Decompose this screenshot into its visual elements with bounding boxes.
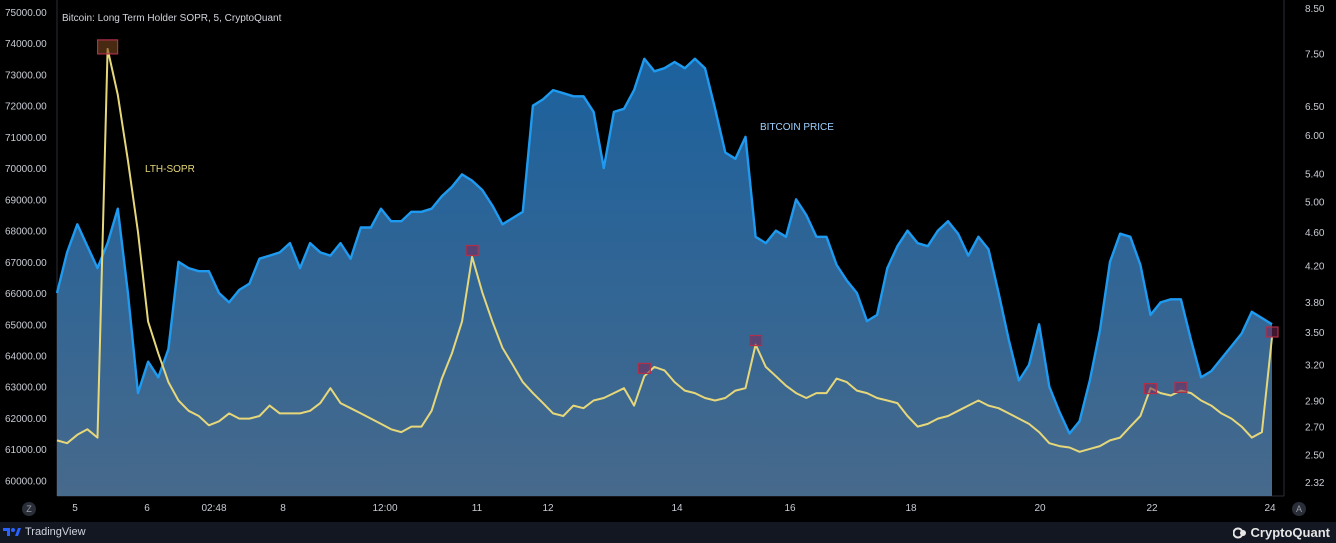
y-right-tick-label: 7.50 bbox=[1305, 50, 1325, 61]
y-axis-right: 8.50 7.50 6.50 6.00 5.40 5.00 4.60 4.20 3.80 3.50… bbox=[1305, 4, 1325, 489]
price-series-label: BITCOIN PRICE bbox=[760, 122, 834, 133]
sopr-series-label: LTH-SOPR bbox=[145, 164, 195, 175]
x-tick-label: 14 bbox=[671, 503, 683, 514]
y-right-tick-label: 3.20 bbox=[1305, 361, 1325, 372]
x-tick-label: 22 bbox=[1146, 503, 1158, 514]
x-tick-label: 12 bbox=[542, 503, 554, 514]
x-tick-label: 20 bbox=[1034, 503, 1046, 514]
x-tick-label: 24 bbox=[1264, 503, 1276, 514]
cryptoquant-logo-icon bbox=[1232, 527, 1246, 538]
peak-marker bbox=[1174, 381, 1188, 393]
x-tick-label: 18 bbox=[905, 503, 917, 514]
y-right-tick-label: 4.60 bbox=[1305, 228, 1325, 239]
x-tick-label: 16 bbox=[784, 503, 796, 514]
y-right-tick-label: 8.50 bbox=[1305, 4, 1325, 15]
x-tick-label: 02:48 bbox=[201, 503, 226, 514]
cryptoquant-label: CryptoQuant bbox=[1250, 525, 1330, 540]
peak-markers bbox=[96, 39, 1279, 395]
peak-marker bbox=[465, 244, 479, 257]
y-left-tick-label: 62000.00 bbox=[5, 414, 47, 425]
x-axis: 5 6 02:48 8 12:00 11 12 14 16 18 20 22 24 bbox=[72, 503, 1276, 514]
y-left-tick-label: 67000.00 bbox=[5, 258, 47, 269]
y-left-tick-label: 68000.00 bbox=[5, 227, 47, 238]
y-left-tick-label: 60000.00 bbox=[5, 476, 47, 487]
y-right-tick-label: 5.40 bbox=[1305, 170, 1325, 181]
x-tick-label: 11 bbox=[472, 503, 483, 514]
tradingview-label: TradingView bbox=[25, 526, 86, 538]
y-left-tick-label: 74000.00 bbox=[5, 39, 47, 50]
y-left-tick-label: 66000.00 bbox=[5, 289, 47, 300]
y-left-tick-label: 73000.00 bbox=[5, 71, 47, 82]
y-right-tick-label: 3.50 bbox=[1305, 328, 1325, 339]
y-right-tick-label: 4.20 bbox=[1305, 261, 1325, 272]
y-right-tick-label: 5.00 bbox=[1305, 198, 1325, 209]
y-left-tick-label: 63000.00 bbox=[5, 383, 47, 394]
x-tick-label: 12:00 bbox=[372, 503, 397, 514]
y-left-tick-label: 65000.00 bbox=[5, 320, 47, 331]
peak-marker bbox=[637, 362, 651, 374]
y-left-tick-label: 70000.00 bbox=[5, 164, 47, 175]
tradingview-logo-icon bbox=[3, 528, 21, 536]
cryptoquant-brand[interactable]: CryptoQuant bbox=[1232, 525, 1330, 540]
x-tick-label: 6 bbox=[144, 503, 150, 514]
y-right-tick-label: 2.32 bbox=[1305, 478, 1325, 489]
y-left-tick-label: 71000.00 bbox=[5, 133, 47, 144]
x-tick-label: 5 bbox=[72, 503, 78, 514]
y-axis-left: 75000.00 74000.00 73000.00 72000.00 71000.00… bbox=[5, 8, 47, 487]
y-right-tick-label: 3.80 bbox=[1305, 298, 1325, 309]
y-right-tick-label: 6.00 bbox=[1305, 131, 1325, 142]
y-left-tick-label: 69000.00 bbox=[5, 195, 47, 206]
y-right-tick-label: 6.50 bbox=[1305, 102, 1325, 113]
tradingview-brand[interactable]: TradingView bbox=[2, 526, 86, 538]
price-area bbox=[57, 58, 1272, 497]
y-right-tick-label: 2.70 bbox=[1305, 423, 1325, 434]
peak-marker bbox=[1143, 383, 1158, 395]
price-series bbox=[55, 57, 1273, 435]
y-right-tick-label: 2.90 bbox=[1305, 397, 1325, 408]
y-left-tick-label: 75000.00 bbox=[5, 8, 47, 19]
footer-bar: TradingView CryptoQuant bbox=[0, 522, 1336, 543]
price-area-fill bbox=[57, 58, 1272, 497]
chart-title: Bitcoin: Long Term Holder SOPR, 5, Crypt… bbox=[62, 13, 282, 24]
y-left-tick-label: 64000.00 bbox=[5, 352, 47, 363]
peak-marker bbox=[1265, 326, 1279, 338]
y-right-tick-label: 2.50 bbox=[1305, 451, 1325, 462]
peak-marker bbox=[748, 334, 763, 347]
y-left-tick-label: 72000.00 bbox=[5, 102, 47, 113]
y-left-tick-label: 61000.00 bbox=[5, 445, 47, 456]
peak-marker bbox=[96, 39, 119, 55]
zoom-button[interactable]: Z bbox=[22, 502, 36, 516]
auto-scale-button[interactable]: A bbox=[1292, 502, 1306, 516]
x-tick-label: 8 bbox=[280, 503, 286, 514]
